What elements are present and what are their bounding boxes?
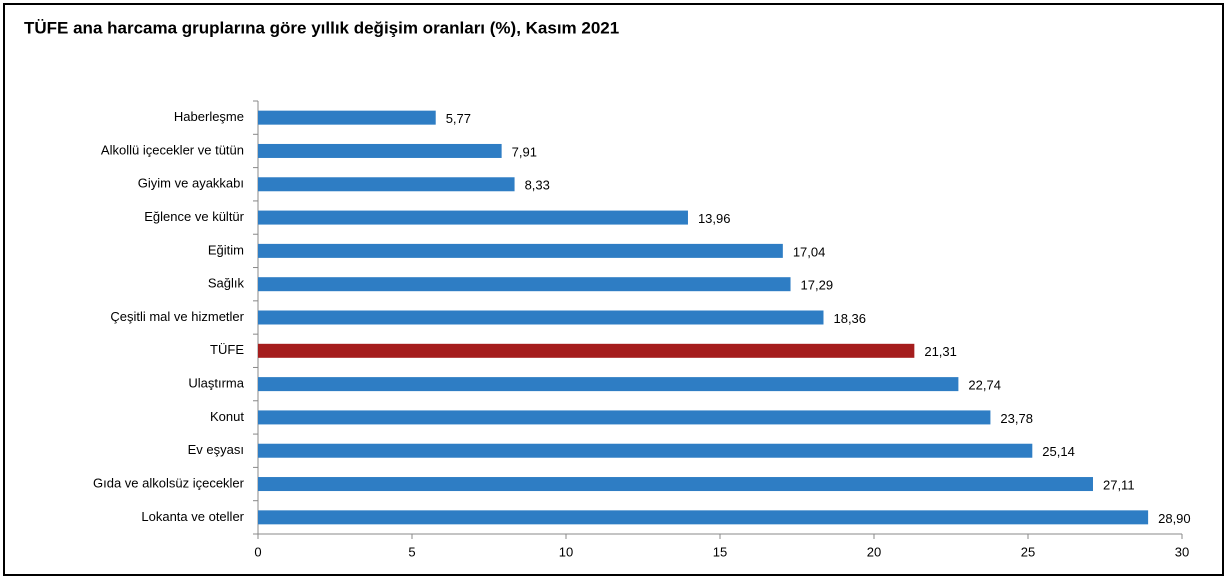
x-tick-label: 25 xyxy=(1021,544,1035,559)
bar xyxy=(258,243,783,258)
value-label: 8,33 xyxy=(525,178,550,193)
value-label: 27,11 xyxy=(1103,477,1135,492)
bar xyxy=(258,443,1033,458)
y-tick-label: Ulaştırma xyxy=(188,376,244,391)
value-label: 5,77 xyxy=(446,111,471,126)
value-label: 23,78 xyxy=(1000,411,1033,426)
bar xyxy=(258,210,688,225)
bar xyxy=(258,477,1093,492)
y-tick-label: Çeşitli mal ve hizmetler xyxy=(110,309,244,324)
value-label: 21,31 xyxy=(924,344,957,359)
chart-title: TÜFE ana harcama gruplarına göre yıllık … xyxy=(24,18,619,37)
y-tick-label: Haberleşme xyxy=(174,109,244,124)
value-label: 22,74 xyxy=(968,378,1001,393)
y-tick-label: Konut xyxy=(210,409,244,424)
value-label: 13,96 xyxy=(698,211,731,226)
x-tick-label: 10 xyxy=(559,544,573,559)
x-tick-label: 20 xyxy=(867,544,881,559)
value-label: 17,04 xyxy=(793,244,826,259)
x-tick-label: 15 xyxy=(713,544,727,559)
y-tick-label: Eğitim xyxy=(208,242,244,257)
bar xyxy=(258,143,502,158)
y-tick-label: Lokanta ve oteller xyxy=(141,509,244,524)
bar xyxy=(258,510,1149,525)
y-tick-label: TÜFE xyxy=(210,342,244,357)
x-tick-label: 0 xyxy=(254,544,261,559)
value-label: 17,29 xyxy=(801,278,834,293)
y-tick-label: Alkollü içecekler ve tütün xyxy=(101,142,244,157)
y-tick-label: Ev eşyası xyxy=(188,442,244,457)
value-label: 18,36 xyxy=(833,311,866,326)
value-label: 25,14 xyxy=(1042,444,1075,459)
y-tick-label: Sağlık xyxy=(208,276,245,291)
value-label: 28,90 xyxy=(1158,511,1191,526)
bar xyxy=(258,377,959,392)
x-tick-label: 30 xyxy=(1175,544,1189,559)
value-label: 7,91 xyxy=(512,144,537,159)
y-tick-label: Giyim ve ayakkabı xyxy=(138,176,244,191)
bar xyxy=(258,310,824,325)
bar xyxy=(258,110,436,125)
bar xyxy=(258,410,991,425)
y-tick-label: Eğlence ve kültür xyxy=(144,209,244,224)
y-tick-label: Gıda ve alkolsüz içecekler xyxy=(93,475,245,490)
bar xyxy=(258,177,515,192)
x-tick-label: 5 xyxy=(408,544,415,559)
bar xyxy=(258,277,791,292)
bar xyxy=(258,343,915,358)
